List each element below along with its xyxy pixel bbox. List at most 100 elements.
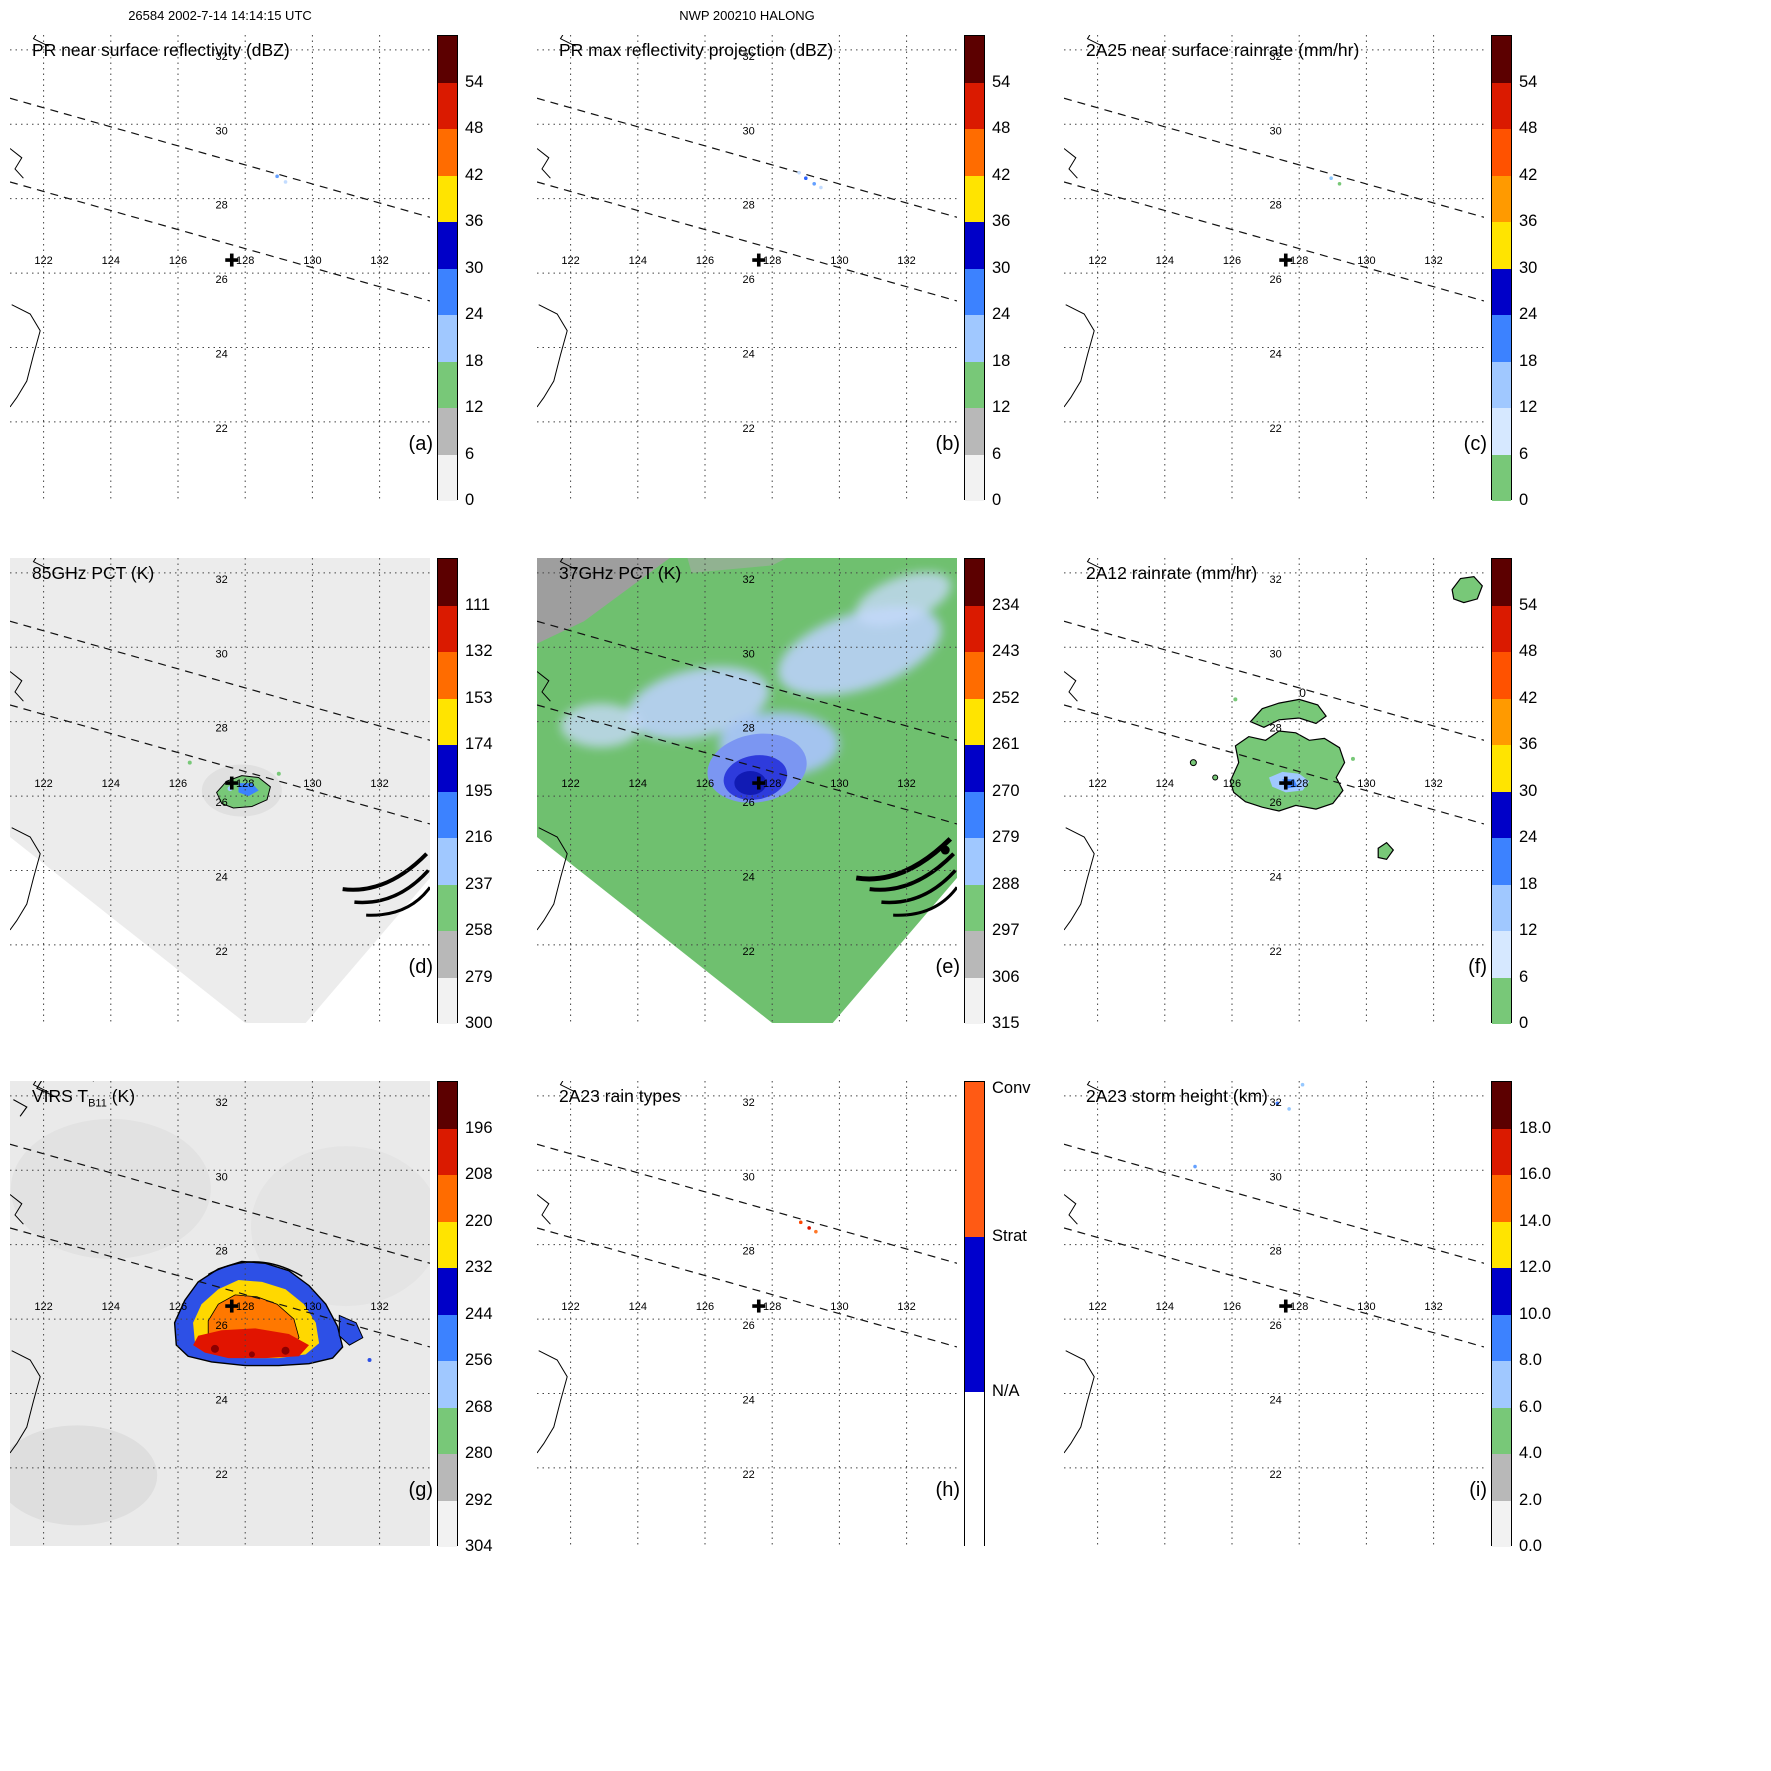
- lat-tick-label: 22: [743, 423, 755, 435]
- colorbar-tick-label: 12: [1519, 398, 1538, 416]
- lon-tick-label: 130: [830, 255, 848, 267]
- lat-tick-label: 26: [1270, 797, 1282, 809]
- lat-tick-label: 26: [216, 274, 228, 286]
- colorbar-tick-label: 12: [992, 398, 1011, 416]
- colorbar: [1491, 35, 1512, 501]
- colorbar-segment: [965, 745, 984, 792]
- lat-tick-label: 22: [216, 1469, 228, 1481]
- colorbar-tick-label: 237: [465, 874, 493, 893]
- axis-tick-labels: 122 124 126 128 130 132 22 24 26 28 30 32: [34, 574, 388, 958]
- colorbar-segment: [438, 1268, 457, 1315]
- lon-tick-label: 132: [897, 255, 915, 267]
- colorbar-tick-label: 252: [992, 688, 1020, 707]
- lat-tick-label: 22: [1270, 423, 1282, 435]
- pr-swath-edge-lines: [537, 1143, 957, 1348]
- colorbar-segment: [965, 838, 984, 885]
- storm-center-marker: [225, 253, 239, 267]
- lon-tick-label: 122: [34, 1301, 52, 1313]
- colorbar: [437, 1081, 458, 1547]
- colorbar-tick-label: 174: [465, 735, 493, 753]
- lon-tick-label: 124: [629, 1301, 647, 1313]
- lon-tick-label: 128: [236, 255, 254, 267]
- lat-tick-label: 26: [1270, 274, 1282, 286]
- lat-tick-label: 24: [216, 871, 228, 883]
- lon-tick-label: 132: [1424, 1301, 1442, 1313]
- colorbar-tick-label: 6.0: [1519, 1397, 1542, 1416]
- lon-tick-label: 126: [696, 778, 714, 790]
- panel-letter: (d): [408, 956, 433, 978]
- lon-tick-label: 132: [370, 1301, 388, 1313]
- lon-tick-label: 128: [1290, 1301, 1308, 1313]
- lat-tick-label: 26: [743, 1320, 755, 1332]
- colorbar-segment: [965, 36, 984, 83]
- colorbar-tick-label: 268: [465, 1397, 493, 1416]
- colorbar-tick-label: 24: [1519, 305, 1538, 323]
- colorbar-tick-label: 288: [992, 874, 1020, 893]
- map-37ghz-pct: 122 124 126 128 130 132 22 24 26 28 30 32: [537, 558, 957, 1023]
- cold-surface-region: [537, 558, 670, 644]
- lon-tick-label: 130: [303, 778, 321, 790]
- colorbar-segment: [438, 931, 457, 978]
- colorbar-tick-label: 48: [1519, 119, 1538, 137]
- colorbar: [964, 35, 985, 501]
- colorbar-segment: [438, 454, 457, 501]
- lat-tick-label: 28: [216, 1246, 228, 1258]
- lon-tick-label: 122: [34, 778, 52, 790]
- lon-tick-label: 132: [1424, 255, 1442, 267]
- contour-label: 0: [1299, 686, 1306, 700]
- colorbar-tick-label: 2.0: [1519, 1490, 1542, 1509]
- lon-tick-label: 128: [1290, 778, 1308, 790]
- colorbar-tick-label: 300: [465, 1014, 493, 1032]
- axis-tick-labels: 122 124 126 128 130 132 22 24 26 28 30 32: [561, 574, 915, 958]
- colorbar-segment: [438, 315, 457, 362]
- lon-tick-label: 122: [561, 1301, 579, 1313]
- lon-tick-label: 126: [696, 1301, 714, 1313]
- lat-tick-label: 28: [216, 200, 228, 212]
- colorbar-segment: [438, 652, 457, 699]
- lon-tick-label: 126: [1223, 1301, 1241, 1313]
- colorbar-tick-label: 234: [992, 595, 1020, 614]
- colorbar-segment: [438, 175, 457, 222]
- colorbar-segment: [1492, 652, 1511, 699]
- colorbar-tick-label: 30: [992, 258, 1011, 277]
- colorbar-tick-label: 6: [992, 444, 1002, 463]
- coastline: [537, 558, 576, 931]
- lon-tick-label: 126: [169, 255, 187, 267]
- lat-tick-label: 22: [743, 1469, 755, 1481]
- coastline: [1064, 35, 1103, 408]
- colorbar-tick-label: 297: [992, 921, 1020, 939]
- lat-tick-label: 32: [1270, 1097, 1282, 1109]
- panel-letter: (e): [935, 956, 960, 978]
- colorbar-tick-label: 256: [465, 1351, 493, 1369]
- lat-tick-label: 26: [1270, 1320, 1282, 1332]
- colorbar: [1491, 1081, 1512, 1547]
- grid-lines: [1064, 558, 1484, 1023]
- colorbar-tick-label: 0: [465, 491, 475, 509]
- lon-tick-label: 126: [169, 1301, 187, 1313]
- storm-center-marker: [752, 776, 766, 790]
- colorbar-segment: [438, 605, 457, 652]
- colorbar-segment: [438, 838, 457, 885]
- colorbar-tick-label: 258: [465, 921, 493, 939]
- colorbar-segment: [965, 559, 984, 606]
- colorbar-tick-label: 36: [465, 212, 484, 230]
- lat-tick-label: 32: [743, 574, 755, 586]
- colorbar-tick-label: 36: [1519, 735, 1538, 753]
- lat-tick-label: 26: [216, 1320, 228, 1332]
- panel-i: 122 124 126 128 130 132 22 24 26 28 30 32 2A23 stor…: [1064, 1081, 1591, 1604]
- colorbar-segment: [965, 129, 984, 176]
- axis-tick-labels: 122 124 126 128 130 132 22 24 26 28 30 32: [34, 51, 388, 435]
- colorbar-segment: [1492, 454, 1511, 501]
- coastline: [10, 558, 49, 931]
- map-2a12-rainrate: 0 122 124 126 128 130 132 22 24 26 28 30 32: [1064, 558, 1484, 1023]
- colorbar-segment: [1492, 36, 1511, 83]
- panel-letter: (a): [408, 433, 433, 455]
- storm-center-marker: [1279, 776, 1293, 790]
- grid-lines: [1064, 1081, 1484, 1546]
- colorbar-segment: [1492, 1268, 1511, 1315]
- lon-tick-label: 124: [102, 1301, 120, 1313]
- colorbar-tick-label: 306: [992, 967, 1020, 986]
- colorbar: [437, 558, 458, 1024]
- colorbar-segment: [438, 129, 457, 176]
- title-text: (K): [106, 1086, 136, 1106]
